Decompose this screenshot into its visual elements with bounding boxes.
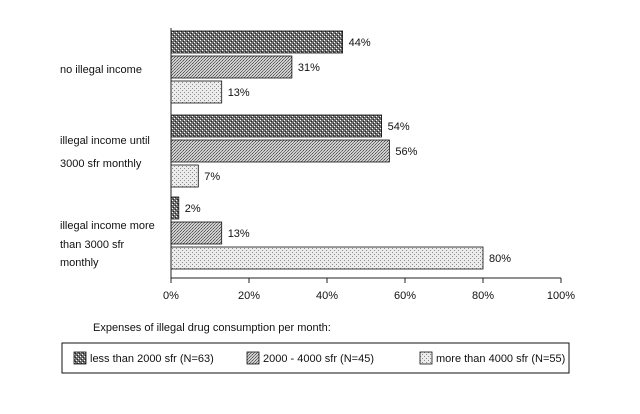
data-label: 56% — [395, 146, 417, 158]
bar — [170, 221, 223, 245]
bar — [170, 55, 293, 79]
bar — [170, 139, 390, 163]
data-label: 7% — [204, 171, 220, 183]
x-tick-label: 0% — [163, 290, 179, 302]
x-ticks: 0% 20% 40% 60% 80% 100% — [163, 278, 575, 302]
category-label: than 3000 sfr — [60, 239, 125, 251]
data-label: 80% — [489, 253, 511, 265]
legend-label: 2000 - 4000 sfr (N=45) — [263, 353, 374, 365]
bar — [170, 164, 199, 188]
legend-items: less than 2000 sfr (N=63) 2000 - 4000 sfr… — [73, 351, 565, 365]
x-tick-label: 40% — [316, 290, 338, 302]
legend-box — [61, 342, 570, 374]
data-label: 13% — [228, 228, 250, 240]
data-label: 31% — [298, 62, 320, 74]
category-label: no illegal income — [60, 64, 142, 76]
legend: Expenses of illegal drug consumption per… — [61, 322, 570, 374]
data-label: 13% — [228, 87, 250, 99]
x-tick-label: 20% — [238, 290, 260, 302]
axes — [170, 28, 561, 279]
legend-swatch — [73, 351, 87, 365]
category-label: illegal income more — [60, 220, 155, 232]
x-tick-label: 100% — [547, 290, 575, 302]
bars — [170, 30, 484, 270]
bar — [170, 246, 484, 270]
bar — [170, 80, 223, 104]
x-tick-label: 80% — [472, 290, 494, 302]
data-label: 2% — [185, 203, 201, 215]
legend-swatch — [419, 351, 433, 365]
bar — [170, 196, 180, 220]
category-label: illegal income until — [60, 135, 150, 147]
data-label: 54% — [388, 121, 410, 133]
legend-label: less than 2000 sfr (N=63) — [90, 353, 214, 365]
legend-title: Expenses of illegal drug consumption per… — [93, 322, 331, 334]
legend-swatch — [246, 351, 260, 365]
category-label: 3000 sfr monthly — [60, 158, 142, 170]
category-label: monthly — [60, 257, 99, 269]
data-label: 44% — [349, 37, 371, 49]
data-labels: 44% 31% 13% 54% 56% 7% 2% 13% 80% — [185, 37, 511, 265]
bar — [170, 114, 383, 138]
category-labels: no illegal income illegal income until 300… — [60, 64, 155, 269]
x-tick-label: 60% — [394, 290, 416, 302]
bar — [170, 30, 344, 54]
legend-label: more than 4000 sfr (N=55) — [436, 353, 565, 365]
